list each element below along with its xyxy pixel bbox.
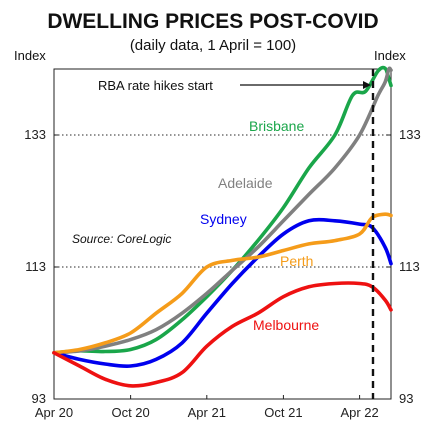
tick-labels: 93 93 113 113 133 133 Apr 20 Oct 20 Apr 21 Oct 21… bbox=[24, 127, 420, 420]
y-tick-left-133: 133 bbox=[24, 127, 46, 142]
y-axis-title-right: Index bbox=[374, 48, 406, 63]
series-label-sydney: Sydney bbox=[200, 211, 247, 227]
grid-lines bbox=[54, 134, 391, 268]
x-tick-apr-21: Apr 21 bbox=[188, 405, 226, 420]
x-tick-oct-20: Oct 20 bbox=[111, 405, 149, 420]
chart-title: DWELLING PRICES POST-COVID bbox=[47, 10, 379, 33]
x-tick-oct-21: Oct 21 bbox=[264, 405, 302, 420]
x-tick-apr-22: Apr 22 bbox=[340, 405, 378, 420]
source-note: Source: CoreLogic bbox=[72, 232, 171, 246]
series-line-brisbane bbox=[52, 65, 393, 355]
y-tick-right-113: 113 bbox=[399, 259, 420, 274]
series-line-perth bbox=[52, 212, 393, 355]
series-labels: Brisbane Adelaide Sydney Perth Melbourne bbox=[200, 118, 319, 333]
annotation-arrow-head bbox=[362, 81, 371, 89]
annotation-group: RBA rate hikes start bbox=[98, 69, 375, 399]
rba-annotation-text: RBA rate hikes start bbox=[98, 78, 213, 93]
x-tick-apr-20: Apr 20 bbox=[35, 405, 73, 420]
chart-subtitle: (daily data, 1 April = 100) bbox=[129, 37, 297, 54]
series-label-melbourne: Melbourne bbox=[253, 317, 319, 333]
y-tick-left-113: 113 bbox=[25, 259, 46, 274]
plot-frame bbox=[53, 68, 392, 400]
y-tick-right-93: 93 bbox=[399, 391, 413, 406]
y-tick-right-133: 133 bbox=[399, 127, 421, 142]
series-label-adelaide: Adelaide bbox=[218, 175, 273, 191]
series-label-perth: Perth bbox=[280, 253, 313, 269]
series-lines bbox=[52, 65, 393, 388]
series-line-melbourne bbox=[52, 281, 393, 388]
y-axis-title-left: Index bbox=[14, 48, 46, 63]
y-tick-left-93: 93 bbox=[32, 391, 46, 406]
series-label-brisbane: Brisbane bbox=[249, 118, 304, 134]
series-line-adelaide bbox=[52, 66, 393, 355]
